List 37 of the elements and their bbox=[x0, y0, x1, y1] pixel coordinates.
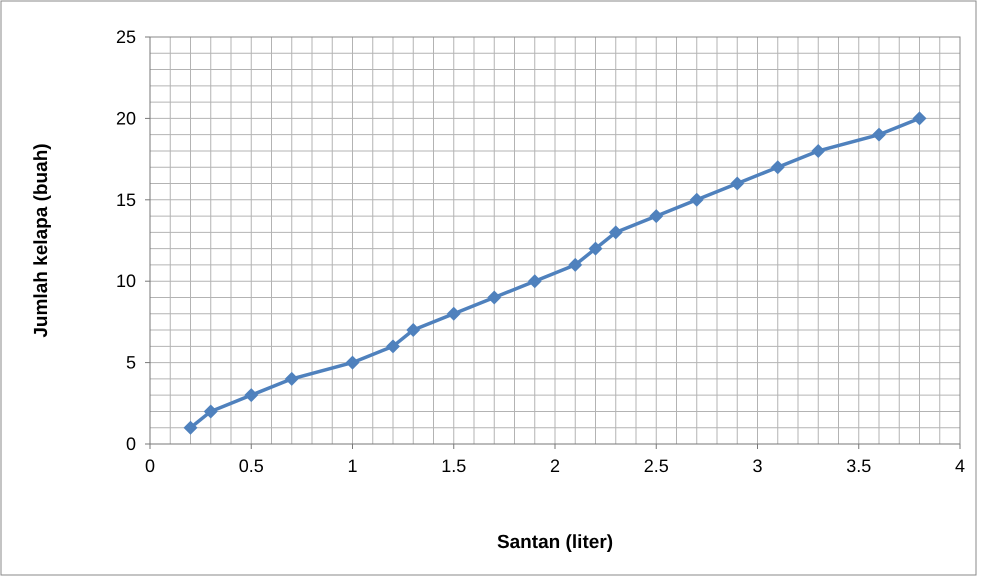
point bbox=[568, 258, 582, 272]
x-tick-label: 2.5 bbox=[644, 456, 669, 476]
point bbox=[204, 404, 218, 418]
point bbox=[649, 209, 664, 224]
x-axis-title: Santan (liter) bbox=[496, 532, 614, 553]
point bbox=[284, 372, 299, 386]
x-tick-label: 0 bbox=[144, 456, 156, 476]
point bbox=[690, 192, 704, 207]
x-tick-label: 4 bbox=[954, 456, 966, 476]
x-tick-label: 0.5 bbox=[238, 456, 264, 476]
point bbox=[912, 111, 926, 126]
point bbox=[528, 274, 542, 288]
y-axis-title: Jumlah kelapa (buah) bbox=[31, 143, 52, 338]
point bbox=[770, 160, 785, 174]
point bbox=[406, 323, 420, 338]
x-tick-label: 1 bbox=[347, 456, 358, 476]
point bbox=[446, 306, 461, 321]
y-tick-label: 0 bbox=[126, 434, 136, 454]
y-tick-label: 10 bbox=[116, 271, 136, 292]
x-tick-label: 3 bbox=[752, 456, 763, 476]
point bbox=[244, 388, 258, 402]
point bbox=[487, 290, 502, 304]
point bbox=[346, 356, 360, 370]
point bbox=[588, 242, 602, 256]
y-tick-label: 25 bbox=[116, 27, 136, 47]
point bbox=[608, 225, 623, 240]
point bbox=[872, 128, 886, 142]
point bbox=[730, 176, 744, 191]
x-tick-label: 3.5 bbox=[846, 456, 872, 476]
point bbox=[811, 144, 826, 158]
y-tick-label: 5 bbox=[126, 352, 136, 373]
y-tick-label: 15 bbox=[116, 190, 136, 210]
y-tick-label: 20 bbox=[116, 108, 136, 128]
point bbox=[184, 420, 198, 435]
x-tick-label: 2 bbox=[550, 456, 560, 476]
x-tick-label: 1.5 bbox=[441, 456, 466, 476]
point bbox=[386, 339, 400, 354]
